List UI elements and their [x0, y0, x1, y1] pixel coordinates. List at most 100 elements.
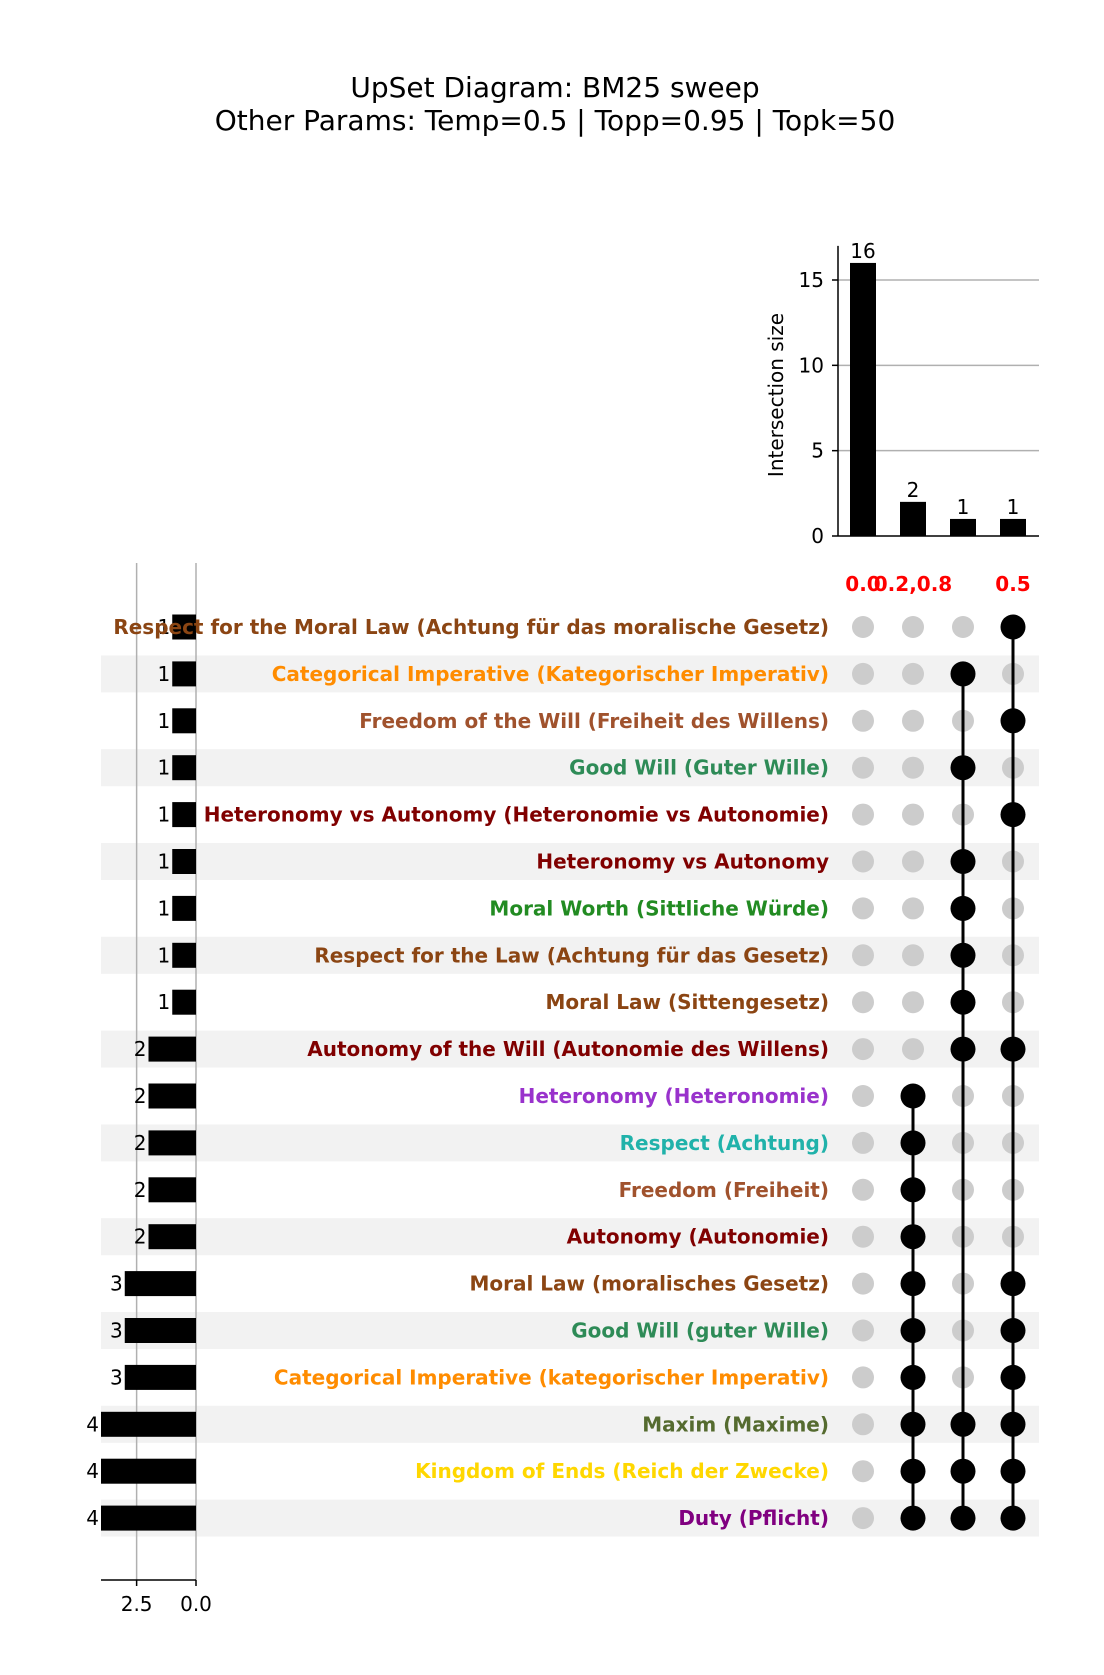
- set-label: Freedom of the Will (Freiheit des Willen…: [359, 709, 829, 733]
- matrix-dot-empty: [902, 709, 924, 732]
- set-size-value: 4: [86, 1506, 99, 1530]
- set-size-bar: [148, 1130, 196, 1156]
- set-label: Good Will (guter Wille): [571, 1319, 829, 1343]
- set-size-value: 1: [158, 990, 171, 1014]
- set-label: Freedom (Freiheit): [619, 1178, 829, 1202]
- intersection-bar-value: 1: [957, 495, 970, 519]
- matrix-dot-filled: [900, 1130, 926, 1156]
- set-size-bar: [148, 1224, 196, 1250]
- set-size-value: 3: [110, 1365, 123, 1389]
- set-label: Good Will (Guter Wille): [569, 756, 829, 780]
- row-stripe: [101, 1499, 1039, 1537]
- row-stripe: [101, 843, 1039, 880]
- matrix-dot-empty: [852, 991, 874, 1014]
- matrix-dot-filled: [1000, 802, 1026, 828]
- set-labels: Respect for the Moral Law (Achtung für d…: [113, 615, 829, 1530]
- set-size-value: 2: [134, 1131, 147, 1155]
- set-size-value: 1: [158, 662, 171, 686]
- matrix-dot-empty: [902, 944, 924, 967]
- set-label: Kingdom of Ends (Reich der Zwecke): [415, 1459, 829, 1483]
- matrix-dot-filled: [900, 1177, 926, 1203]
- set-size-bar: [101, 1458, 196, 1484]
- set-label: Autonomy (Autonomie): [567, 1225, 829, 1249]
- set-size-value: 1: [158, 943, 171, 967]
- matrix-dot-empty: [852, 1131, 874, 1154]
- matrix-dot-filled: [1000, 1318, 1026, 1343]
- matrix-dot-filled: [950, 755, 976, 781]
- matrix-dot-filled: [1000, 1271, 1026, 1297]
- set-size-tick-label: 2.5: [121, 1592, 153, 1616]
- set-size-value: 4: [86, 1412, 99, 1436]
- set-size-value: 1: [158, 709, 171, 733]
- matrix-dot-empty: [852, 1460, 874, 1483]
- matrix-dot-filled: [950, 1411, 976, 1437]
- matrix-dot-filled: [950, 989, 976, 1015]
- row-stripe: [101, 749, 1039, 787]
- matrix-dot-empty: [852, 1225, 874, 1248]
- set-label: Maxim (Maxime): [642, 1412, 829, 1436]
- set-size-bar: [172, 614, 196, 640]
- set-size-bar: [172, 849, 196, 874]
- set-size-value: 2: [134, 1084, 147, 1108]
- set-label: Moral Law (Sittengesetz): [545, 990, 829, 1014]
- intersection-bar: [950, 518, 976, 536]
- set-label: Autonomy of the Will (Autonomie des Will…: [307, 1037, 829, 1061]
- combination-label: 0.0: [845, 572, 880, 596]
- matrix-dot-filled: [900, 1458, 926, 1484]
- intersection-bar-value: 2: [907, 478, 920, 502]
- set-size-value: 2: [134, 1178, 147, 1202]
- set-size-value: 3: [110, 1272, 123, 1296]
- set-size-value: 4: [86, 1459, 99, 1483]
- matrix-dot-empty: [852, 1038, 874, 1061]
- matrix-dot-filled: [950, 895, 976, 921]
- matrix-dot-filled: [1000, 1505, 1026, 1531]
- matrix-dot-filled: [900, 1083, 926, 1109]
- set-size-bar: [101, 1505, 196, 1531]
- matrix-dot-empty: [902, 616, 924, 638]
- set-size-bar: [148, 1036, 196, 1062]
- chart-title: UpSet Diagram: BM25 sweep: [350, 71, 759, 104]
- intersection-bar-value: 16: [850, 239, 875, 263]
- matrix-dot-empty: [852, 1507, 874, 1530]
- matrix-dot-filled: [1000, 1458, 1026, 1484]
- matrix-dot-filled: [950, 1036, 976, 1062]
- set-size-value: 2: [134, 1225, 147, 1249]
- set-label: Heteronomy (Heteronomie): [519, 1084, 829, 1108]
- matrix-dot-empty: [852, 662, 874, 685]
- set-label: Moral Law (moralisches Gesetz): [469, 1272, 829, 1296]
- set-label: Categorical Imperative (Kategorischer Im…: [272, 662, 829, 686]
- y-axis-label: Intersection size: [764, 313, 788, 477]
- matrix-dot-empty: [852, 850, 874, 873]
- matrix-dot-filled: [950, 1458, 976, 1484]
- set-label: Heteronomy vs Autonomy (Heteronomie vs A…: [204, 803, 829, 827]
- set-size-value: 1: [158, 803, 171, 827]
- matrix-dot-filled: [1000, 1411, 1026, 1437]
- intersection-bar: [1000, 518, 1026, 536]
- matrix-dot-filled: [900, 1364, 926, 1390]
- matrix-dot-filled: [900, 1505, 926, 1531]
- set-size-bar: [172, 661, 196, 687]
- set-size-value: 1: [158, 756, 171, 780]
- matrix-dot-filled: [950, 1505, 976, 1531]
- matrix-dot-empty: [852, 1319, 874, 1342]
- matrix-dot-empty: [852, 803, 874, 826]
- matrix-dot-filled: [950, 849, 976, 874]
- set-size-bar: [172, 708, 196, 734]
- matrix-dot-empty: [902, 1038, 924, 1061]
- set-size-value: 1: [158, 615, 171, 639]
- matrix-dot-empty: [902, 991, 924, 1014]
- set-size-bar: [124, 1271, 196, 1297]
- set-label: Duty (Pflicht): [678, 1506, 829, 1530]
- set-size-bar: [172, 942, 196, 968]
- set-label: Heteronomy vs Autonomy: [536, 850, 829, 874]
- set-label: Respect for the Moral Law (Achtung für d…: [113, 615, 829, 639]
- set-size-bar: [172, 895, 196, 921]
- intersection-size-panel: 0 5 10 15 16 2 1 1: [799, 239, 1039, 548]
- row-stripe: [101, 1405, 1039, 1443]
- set-size-bar: [172, 989, 196, 1015]
- matrix-dot-filled: [950, 661, 976, 687]
- matrix-dot-filled: [950, 942, 976, 968]
- set-size-value: 3: [110, 1319, 123, 1343]
- matrix-dot-filled: [900, 1271, 926, 1297]
